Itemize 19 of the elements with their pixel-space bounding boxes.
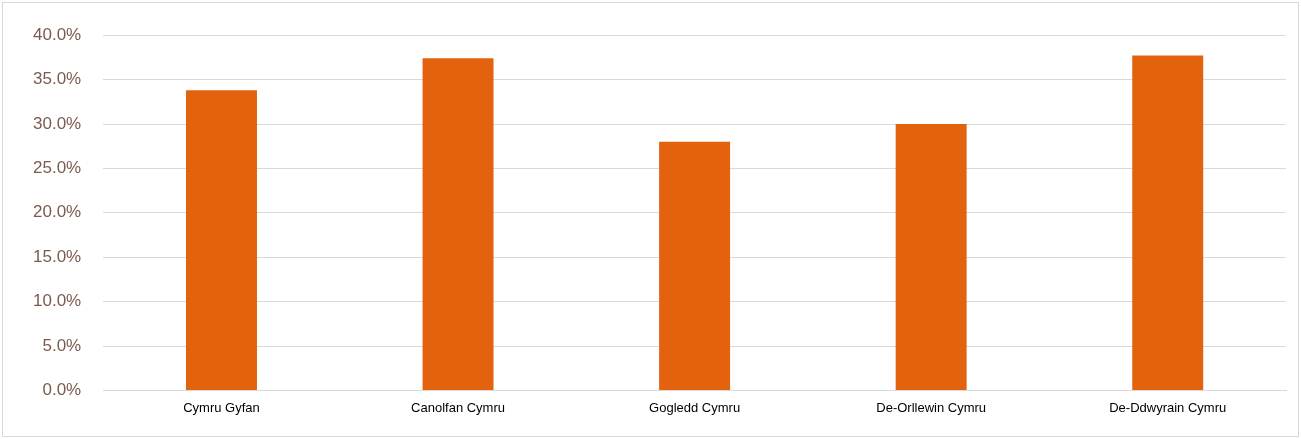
y-tick-label: 10.0% — [33, 291, 82, 311]
bar — [422, 58, 494, 390]
bar — [659, 141, 731, 390]
y-tick-label: 5.0% — [42, 335, 82, 355]
y-tick-label: 15.0% — [33, 246, 82, 266]
bar — [186, 90, 257, 390]
x-tick-label: De-Orllewin Cymru — [876, 399, 987, 415]
bar — [895, 124, 967, 390]
y-tick-label: 40.0% — [33, 24, 82, 44]
bar — [1132, 55, 1204, 390]
x-tick-label: Gogledd Cymru — [649, 399, 741, 415]
y-tick-label: 20.0% — [33, 202, 82, 222]
y-tick-label: 30.0% — [33, 113, 82, 133]
x-tick-label: De-Ddwyrain Cymru — [1109, 399, 1227, 415]
y-tick-label: 25.0% — [33, 158, 82, 178]
y-tick-label: 0.0% — [42, 380, 82, 400]
x-tick-label: Cymru Gyfan — [183, 399, 260, 415]
y-tick-label: 35.0% — [33, 69, 82, 89]
x-tick-label: Canolfan Cymru — [411, 399, 506, 415]
